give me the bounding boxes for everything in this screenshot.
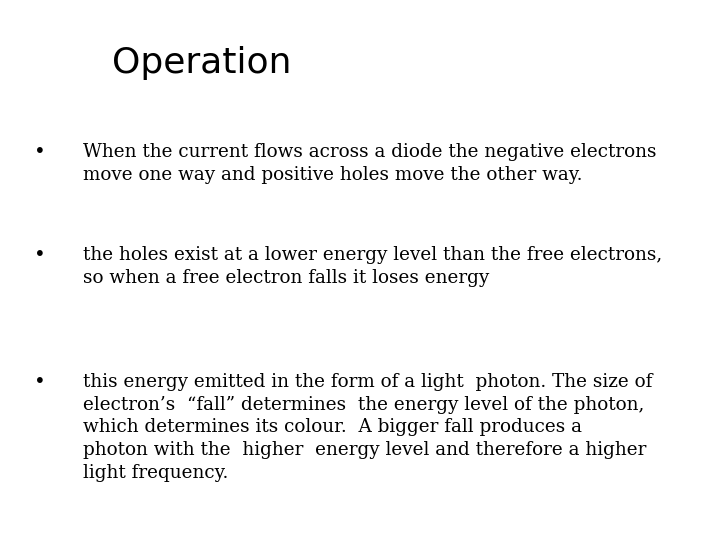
Text: Operation: Operation [112, 46, 291, 80]
Text: •: • [34, 246, 45, 265]
Text: •: • [34, 143, 45, 162]
Text: When the current flows across a diode the negative electrons
move one way and po: When the current flows across a diode th… [83, 143, 657, 184]
Text: the holes exist at a lower energy level than the free electrons,
so when a free : the holes exist at a lower energy level … [83, 246, 662, 287]
Text: •: • [34, 373, 45, 392]
Text: this energy emitted in the form of a light  photon. The size of
electron’s  “fal: this energy emitted in the form of a lig… [83, 373, 652, 482]
